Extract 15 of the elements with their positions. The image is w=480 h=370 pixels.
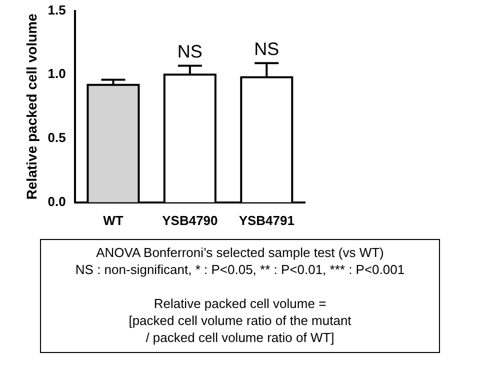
y-tick-label: 0.0: [48, 194, 66, 209]
text: NS : non-significant, * : P<0.05, ** : P<0.01, *** : P<0.001: [74, 261, 406, 278]
annotation: NS: [177, 42, 202, 62]
y-axis-title: Relative packed cell volume: [23, 13, 40, 200]
y-tick-label: 0.5: [48, 130, 66, 146]
x-tick-label: YSB4790: [162, 212, 218, 228]
text: / packed cell volume ratio of WT]: [144, 329, 336, 346]
text: [packed cell volume ratio of the mutant: [128, 312, 352, 329]
x-tick-label: YSB4791: [238, 212, 294, 228]
text: ANOVA Bonferroni’s selected sample test (vs WT): [95, 244, 385, 261]
text: Relative packed cell volume =: [152, 295, 328, 312]
x-tick-label: WT: [103, 212, 124, 228]
y-tick-label: 1.5: [48, 2, 66, 18]
annotation: NS: [254, 39, 280, 60]
y-tick-label: 1.0: [48, 66, 66, 82]
